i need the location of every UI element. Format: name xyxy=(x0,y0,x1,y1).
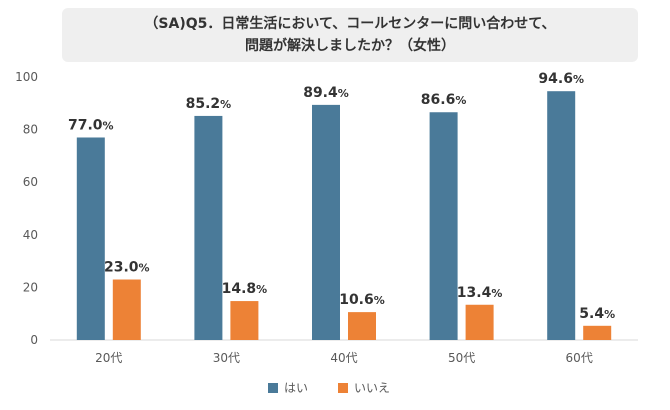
y-tick-label: 100 xyxy=(15,70,38,84)
data-label: 94.6% xyxy=(538,71,584,87)
y-tick-label: 20 xyxy=(23,280,38,294)
data-label: 14.8% xyxy=(222,281,268,297)
x-category-label: 30代 xyxy=(213,351,240,365)
data-label: 77.0% xyxy=(68,117,114,133)
bar-yes xyxy=(76,137,105,340)
bar-no xyxy=(465,304,494,340)
bar-yes xyxy=(312,104,340,341)
data-label: 89.4% xyxy=(303,85,349,101)
bar-yes xyxy=(547,91,576,341)
y-tick-label: 40 xyxy=(23,228,38,242)
data-label: 86.6% xyxy=(421,92,467,108)
legend-yes-label: はい xyxy=(284,381,308,395)
bar-yes xyxy=(429,112,458,340)
x-category-label: 60代 xyxy=(566,351,593,365)
data-label: 85.2% xyxy=(186,96,232,112)
y-tick-label: 80 xyxy=(23,123,38,137)
data-label: 13.4% xyxy=(457,285,503,301)
data-label: 10.6% xyxy=(339,292,385,308)
legend-yes-swatch xyxy=(268,383,278,393)
y-tick-label: 60 xyxy=(23,175,38,189)
bar-no xyxy=(348,312,376,340)
x-category-label: 20代 xyxy=(95,351,122,365)
x-category-label: 40代 xyxy=(330,351,357,365)
data-label: 5.4% xyxy=(579,306,615,322)
data-label: 23.0% xyxy=(104,260,150,276)
y-tick-label: 0 xyxy=(30,333,38,347)
bar-no xyxy=(230,301,259,340)
legend-no-swatch xyxy=(338,383,348,393)
chart-title-line-1: （SA)Q5．日常生活において、コールセンターに問い合わせて、 xyxy=(144,16,556,32)
legend-no-label: いいえ xyxy=(354,381,390,395)
bar-no xyxy=(112,279,141,340)
x-category-label: 50代 xyxy=(448,351,475,365)
bar-yes xyxy=(194,115,223,340)
bar-no xyxy=(583,325,612,340)
chart-title-line-2: 問題が解決しましたか？（女性） xyxy=(245,38,455,54)
chart-title: （SA)Q5．日常生活において、コールセンターに問い合わせて、 問題が解決しまし… xyxy=(62,8,638,62)
